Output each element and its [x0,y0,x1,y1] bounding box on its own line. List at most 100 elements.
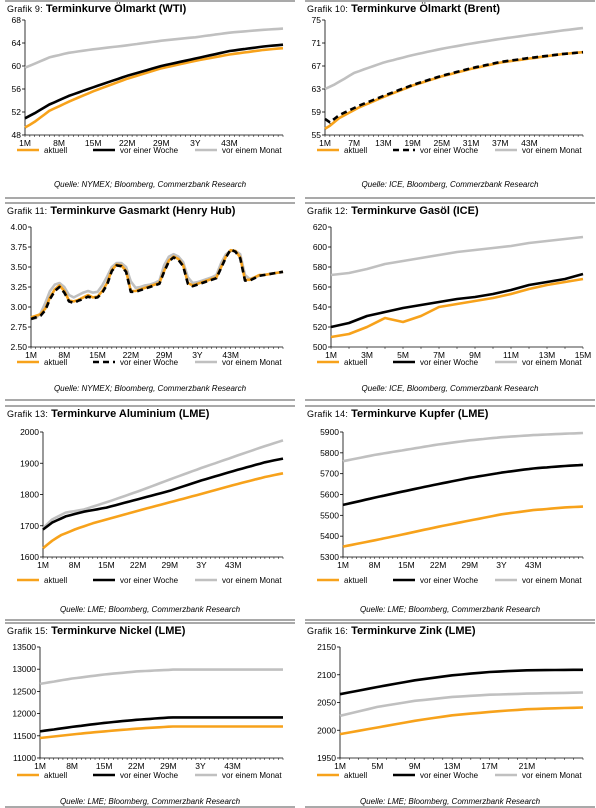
x-tick-label: 3Y [190,138,201,148]
x-tick-label: 1M [19,138,31,148]
y-tick-label: 3.75 [10,242,27,252]
legend-label: vor einer Woche [420,146,479,155]
panel-bottom-rule [305,806,595,808]
series-line-vor-einem-Monat [342,431,584,463]
chart-panel: Grafik 11: Terminkurve Gasmarkt (Henry H… [5,202,295,402]
chart-heading: Terminkurve Gasmarkt (Henry Hub) [50,205,236,217]
series-line-vor-einer-Woche [324,50,584,124]
series-line-vor-einer-Woche [342,463,584,507]
panel-top-rule [5,405,295,407]
x-tick-label: 7M [348,138,360,148]
panel-top-rule [305,405,595,407]
x-tick-label: 1M [25,350,37,360]
x-tick-label: 8M [53,138,65,148]
x-tick-label: 3Y [195,761,206,771]
x-tick-label: 13M [375,138,392,148]
chart-number: Grafik 12: [307,206,349,216]
x-tick-label: 43M [225,560,242,570]
chart-title: Grafik 16: Terminkurve Zink (LME) [307,625,476,637]
y-tick-label: 71 [312,38,322,48]
y-tick-label: 75 [312,15,322,25]
y-tick-label: 520 [313,322,327,332]
y-tick-label: 540 [313,302,327,312]
chart-panel: Grafik 13: Terminkurve Aluminium (LME) 16… [5,405,295,622]
source-note: Quelle: ICE, Bloomberg, Commerzbank Rese… [361,180,539,189]
chart-number: Grafik 16: [307,626,349,636]
y-tick-label: 67 [312,61,322,71]
x-tick-label: 9M [469,350,481,360]
x-tick-label: 15M [398,560,415,570]
panel-bottom-rule [305,197,595,199]
panel-bottom-rule [5,399,295,401]
series-line-aktuell [42,472,284,550]
chart-heading: Terminkurve Nickel (LME) [51,625,186,637]
x-tick-label: 3Y [196,560,207,570]
legend-label: aktuell [344,576,367,585]
series-line-vor-einem-Monat [324,26,584,91]
line-chart: 55 59 63 67 71 75 1M 7M 13M 19M 25M 31M 37M 43M aktuel… [312,15,584,155]
y-tick-label: 1800 [20,490,39,500]
legend-label: vor einem Monat [522,358,582,367]
y-tick-label: 68 [12,15,22,25]
x-tick-label: 43M [525,560,542,570]
x-tick-label: 8M [66,761,78,771]
y-tick-label: 2.75 [10,322,27,332]
x-tick-label: 1M [34,761,46,771]
y-tick-label: 5600 [320,490,339,500]
x-tick-label: 8M [369,560,381,570]
x-tick-label: 15M [575,350,592,360]
chart-number: Grafik 15: [7,626,49,636]
y-tick-label: 600 [313,242,327,252]
x-tick-label: 22M [128,761,145,771]
y-tick-label: 48 [12,130,22,140]
y-tick-label: 1700 [20,521,39,531]
legend-label: vor einem Monat [522,771,582,780]
y-tick-label: 64 [12,38,22,48]
chart-number: Grafik 10: [307,4,349,14]
x-tick-label: 15M [89,350,106,360]
chart-title: Grafik 11: Terminkurve Gasmarkt (Henry H… [7,205,235,217]
legend-label: vor einer Woche [420,576,479,585]
series-line-vor-einem-Monat [24,27,284,69]
y-tick-label: 5400 [320,531,339,541]
panel-top-rule [5,202,295,204]
x-tick-label: 5M [371,761,383,771]
y-tick-label: 2050 [317,698,336,708]
chart-title: Grafik 15: Terminkurve Nickel (LME) [7,625,185,637]
y-tick-label: 52 [12,107,22,117]
y-tick-label: 12000 [12,709,36,719]
y-tick-label: 2100 [317,670,336,680]
y-tick-label: 13000 [12,664,36,674]
panel-top-rule [305,0,595,2]
x-tick-label: 15M [96,761,113,771]
y-tick-label: 5300 [320,552,339,562]
y-tick-label: 4.00 [10,222,27,232]
legend-label: vor einem Monat [222,771,282,780]
y-tick-label: 3.50 [10,262,27,272]
series-line-vor-einem-Monat [339,691,584,718]
y-tick-label: 55 [312,130,322,140]
line-chart: 1600 1700 1800 1900 2000 1M 8M 15M 22M 29M 3Y 43M ak… [17,427,284,585]
line-chart: 48 52 56 60 64 68 1M 8M 15M 22M 29M 3Y 43M aktuell vor… [12,15,284,155]
series-line-aktuell [39,725,283,740]
panel-top-rule [5,622,295,624]
chart-number: Grafik 14: [307,409,349,419]
legend-label: aktuell [344,358,367,367]
panel-top-rule [5,0,295,2]
source-note: Quelle: LME; Bloomberg, Commerzbank Rese… [359,605,541,614]
y-tick-label: 12500 [12,686,36,696]
x-tick-label: 37M [492,138,509,148]
x-tick-label: 22M [430,560,447,570]
x-tick-label: 1M [319,138,331,148]
x-tick-label: 29M [153,138,170,148]
x-tick-label: 3M [361,350,373,360]
x-tick-label: 25M [434,138,451,148]
x-tick-label: 7M [433,350,445,360]
legend-label: aktuell [44,576,67,585]
legend-label: vor einem Monat [222,576,282,585]
x-tick-label: 13M [539,350,556,360]
x-tick-label: 22M [123,350,140,360]
line-chart: 5300 5400 5500 5600 5700 5800 5900 1M 8M 15M 22M 29… [317,427,584,585]
source-note: Quelle: NYMEX; Bloomberg, Commerzbank Re… [53,384,247,393]
legend-label: vor einem Monat [222,146,282,155]
